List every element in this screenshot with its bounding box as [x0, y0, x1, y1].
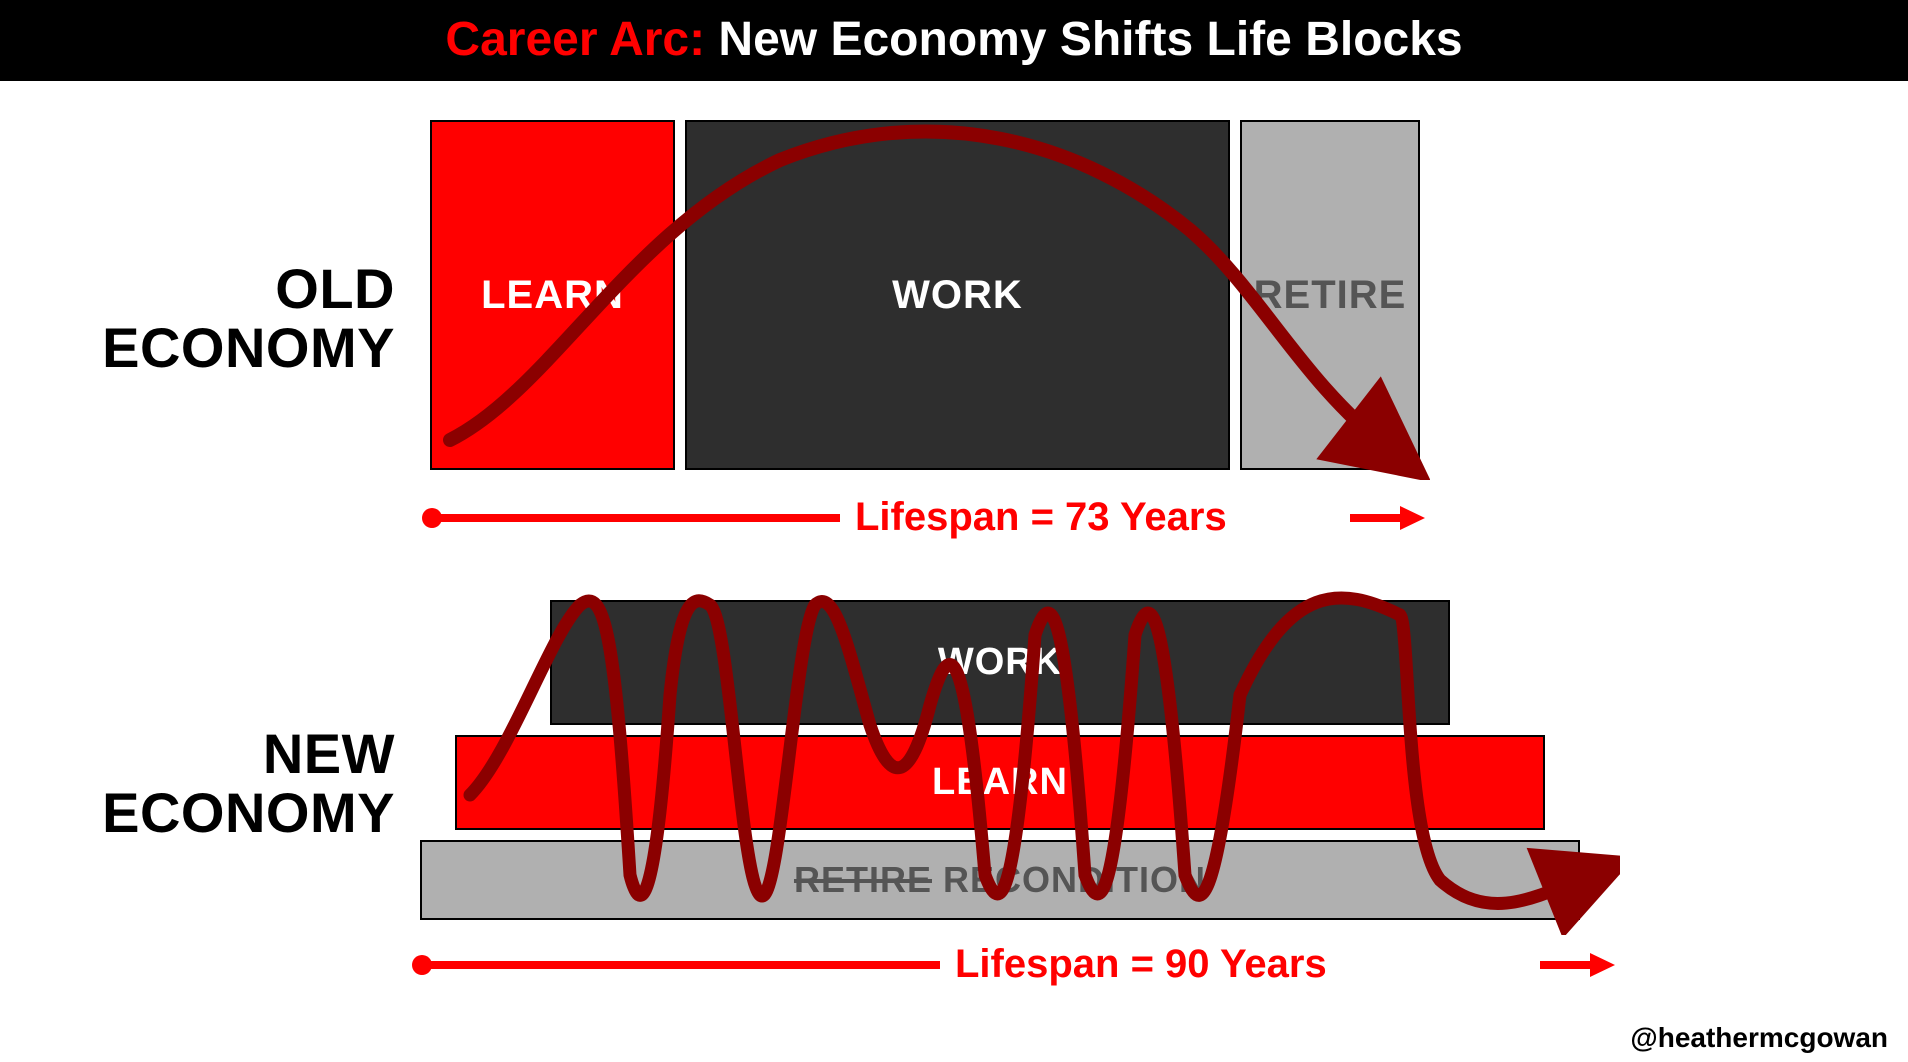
- title-bar: Career Arc: New Economy Shifts Life Bloc…: [0, 0, 1908, 81]
- new-learn-label: LEARN: [932, 761, 1068, 804]
- old-retire-label: RETIRE: [1254, 273, 1407, 318]
- recondition-text: RECONDITION: [932, 859, 1206, 900]
- new-economy-label: NEW ECONOMY: [40, 725, 395, 843]
- title-main: New Economy Shifts Life Blocks: [705, 13, 1463, 66]
- old-retire-block: RETIRE: [1240, 120, 1420, 470]
- new-work-label: WORK: [938, 641, 1062, 684]
- old-economy-label: OLD ECONOMY: [40, 260, 395, 378]
- old-lifespan-label-wrap: Lifespan = 73 Years: [855, 495, 1227, 540]
- old-learn-block: LEARN: [430, 120, 675, 470]
- retire-strikethrough: RETIRE: [794, 859, 932, 900]
- old-label-line2: ECONOMY: [40, 319, 395, 378]
- new-work-block: WORK: [550, 600, 1450, 725]
- old-label-line1: OLD: [40, 260, 395, 319]
- old-work-block: WORK: [685, 120, 1230, 470]
- new-recondition-block: RETIRE RECONDITION: [420, 840, 1580, 920]
- old-lifespan-label: Lifespan = 73 Years: [855, 495, 1227, 540]
- old-learn-label: LEARN: [481, 273, 624, 318]
- new-lifespan-label-wrap: Lifespan = 90 Years: [955, 942, 1327, 987]
- new-label-line1: NEW: [40, 725, 395, 784]
- new-recondition-label: RETIRE RECONDITION: [794, 859, 1206, 901]
- old-work-label: WORK: [892, 273, 1023, 318]
- title-prefix: Career Arc:: [445, 13, 705, 66]
- attribution: @heathermcgowan: [1630, 1022, 1888, 1054]
- new-label-line2: ECONOMY: [40, 784, 395, 843]
- new-learn-block: LEARN: [455, 735, 1545, 830]
- new-lifespan-label: Lifespan = 90 Years: [955, 942, 1327, 987]
